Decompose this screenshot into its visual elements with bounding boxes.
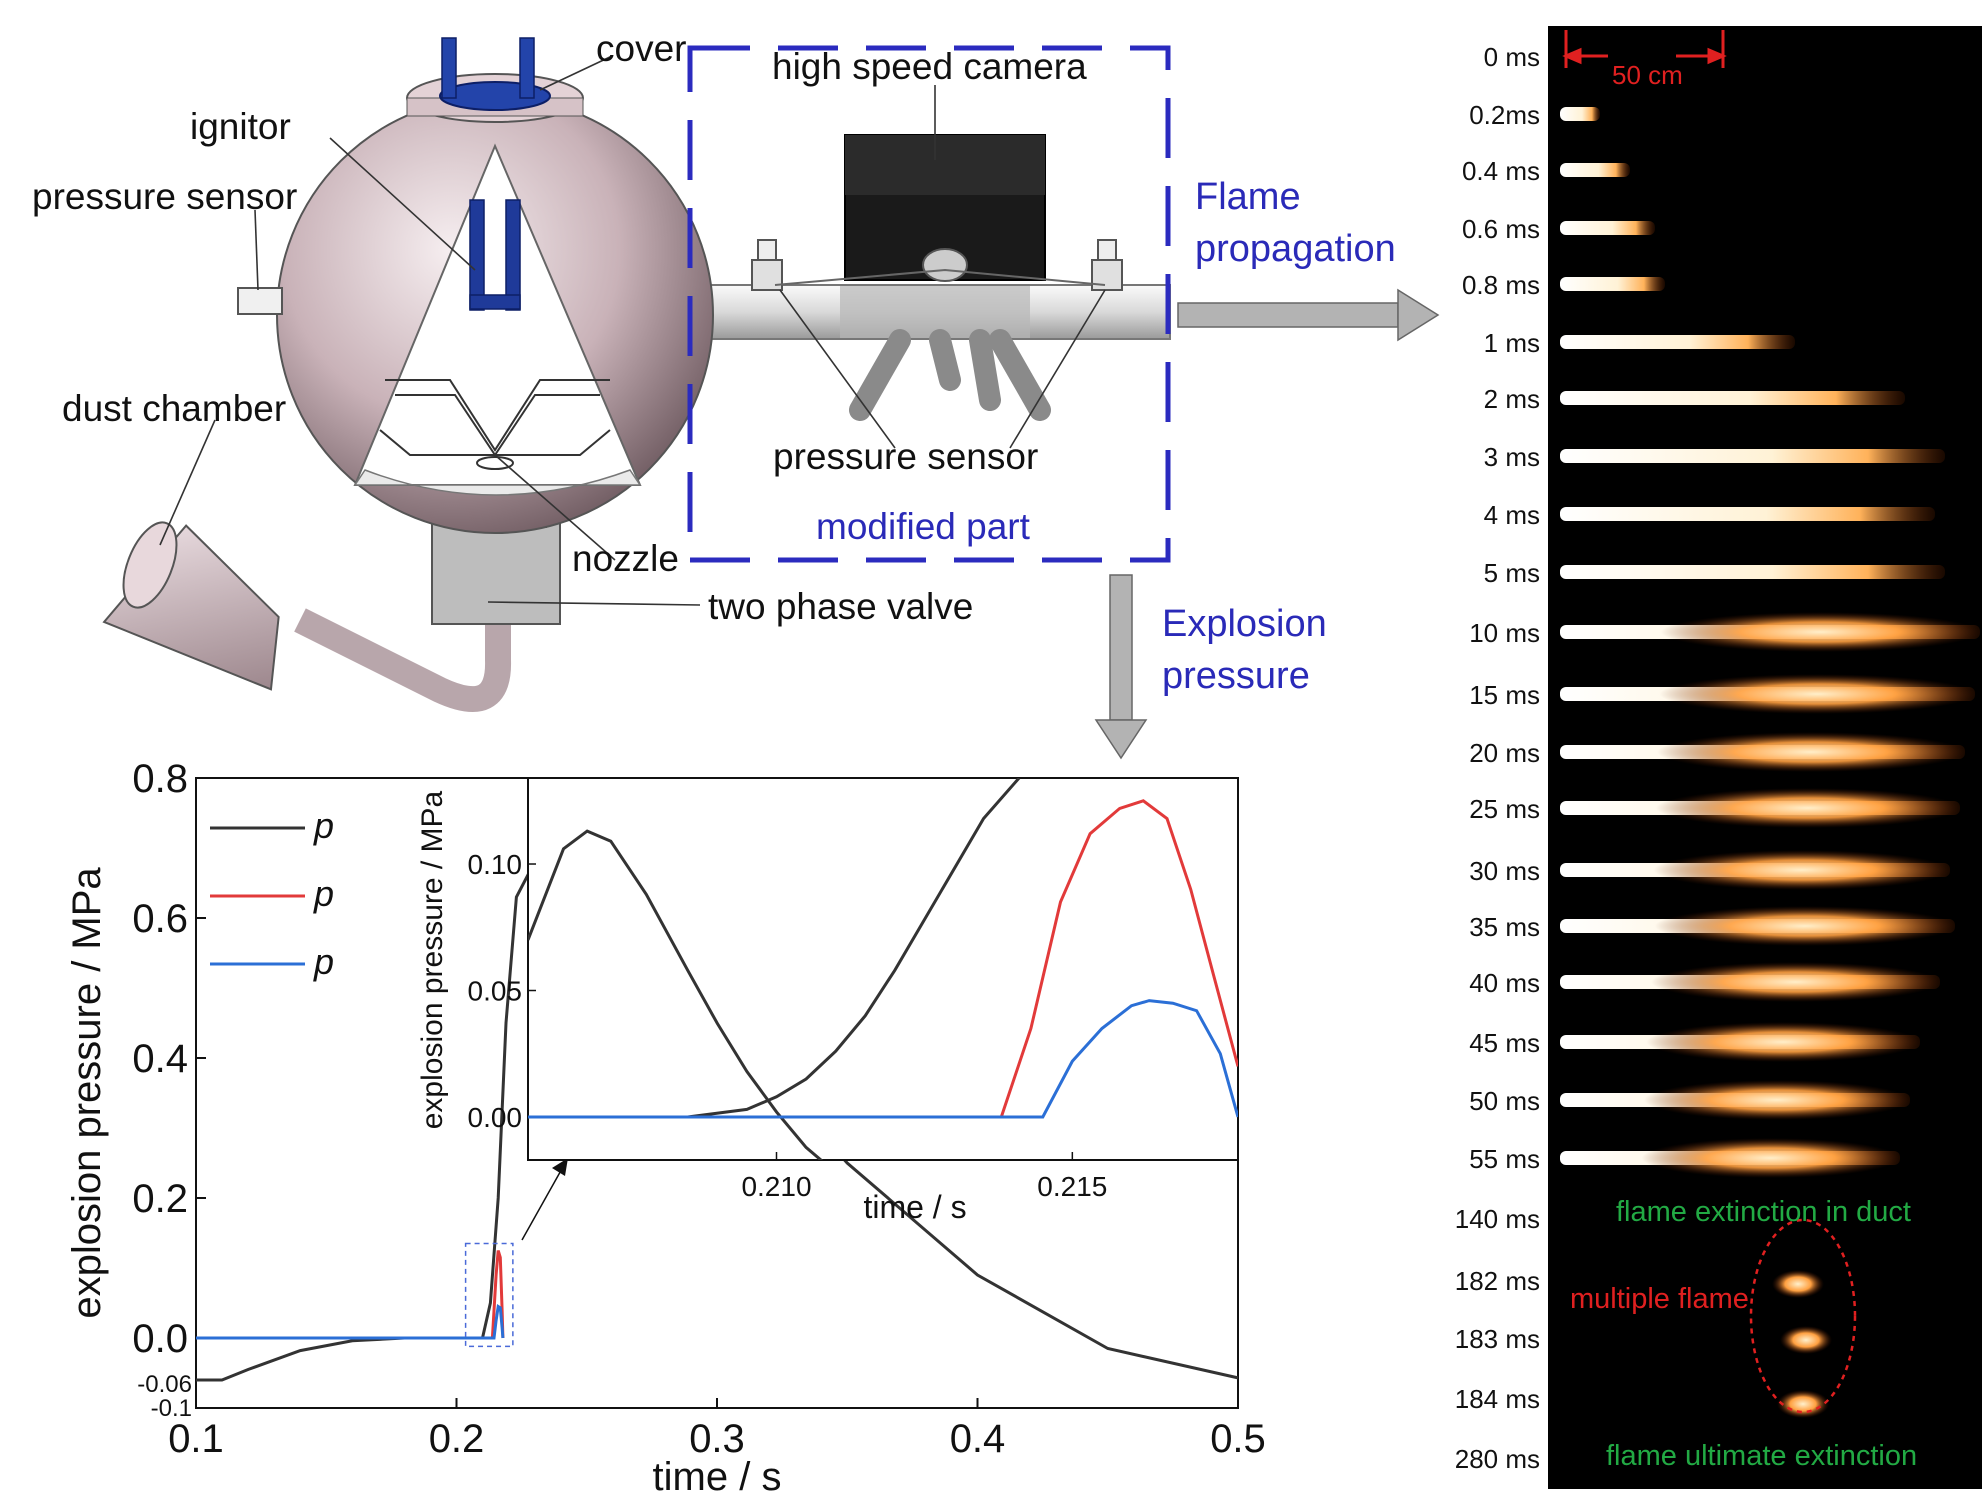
flame-plume bbox=[1656, 788, 1960, 828]
flame-propagation-arrow bbox=[1177, 288, 1440, 342]
flame-blob bbox=[1777, 1390, 1829, 1418]
flame-jet bbox=[1560, 163, 1630, 177]
flame-plume bbox=[1657, 732, 1965, 772]
nozzle-label: nozzle bbox=[572, 538, 679, 579]
flame-jet bbox=[1560, 335, 1795, 349]
flame-blob bbox=[1772, 1270, 1824, 1298]
flame-time-label: 0 ms bbox=[1483, 42, 1540, 72]
flame-jet bbox=[1560, 221, 1655, 235]
modified-part-box bbox=[687, 45, 1171, 563]
ultimate-extinction-note: flame ultimate extinction bbox=[1606, 1440, 1918, 1472]
duct-stand bbox=[849, 329, 1051, 421]
flame-propagation-label-2: propagation bbox=[1195, 228, 1396, 270]
flame-time-label: 4 ms bbox=[1483, 500, 1540, 530]
flame-plume bbox=[1644, 1080, 1910, 1120]
flame-plume bbox=[1653, 850, 1950, 890]
flame-time-label: 182 ms bbox=[1454, 1266, 1540, 1296]
flame-jet bbox=[1560, 565, 1945, 579]
dust-chamber bbox=[102, 521, 280, 691]
duct-pressure-sensor-label: pressure sensor bbox=[773, 436, 1039, 477]
scale-bar bbox=[1562, 30, 1727, 68]
flame-time-label: 280 ms bbox=[1454, 1444, 1540, 1474]
scale-label: 50 cm bbox=[1612, 60, 1683, 90]
flame-time-label: 50 ms bbox=[1469, 1086, 1540, 1116]
flame-time-label: 5 ms bbox=[1483, 558, 1540, 588]
ignitor bbox=[469, 199, 521, 311]
flame-plume bbox=[1660, 612, 1980, 652]
flame-jet bbox=[1560, 277, 1665, 291]
flame-plume bbox=[1651, 962, 1940, 1002]
flame-time-label: 30 ms bbox=[1469, 856, 1540, 886]
flame-time-label: 3 ms bbox=[1483, 442, 1540, 472]
flame-jet bbox=[1560, 107, 1600, 121]
flame-blob bbox=[1780, 1326, 1832, 1354]
flame-time-label: 0.2ms bbox=[1469, 100, 1540, 130]
flame-jet bbox=[1560, 391, 1905, 405]
flame-time-label: 2 ms bbox=[1483, 384, 1540, 414]
flame-time-label: 20 ms bbox=[1469, 738, 1540, 768]
sphere-pressure-sensor bbox=[237, 287, 283, 315]
flame-jet bbox=[1560, 449, 1945, 463]
flame-time-label: 183 ms bbox=[1454, 1324, 1540, 1354]
flame-time-label: 55 ms bbox=[1469, 1144, 1540, 1174]
ignitor-label: ignitor bbox=[190, 106, 291, 147]
flame-plume bbox=[1641, 1138, 1900, 1178]
explosion-pressure-label-1: Explosion bbox=[1162, 603, 1327, 645]
flame-image-strip: 50 cm flame extinction in duct multiple … bbox=[1548, 26, 1982, 1489]
flame-time-label: 140 ms bbox=[1454, 1204, 1540, 1234]
flame-time-label: 10 ms bbox=[1469, 618, 1540, 648]
explosion-pressure-arrow bbox=[1094, 574, 1148, 760]
flame-propagation-label-1: Flame bbox=[1195, 176, 1301, 218]
flame-plume bbox=[1654, 906, 1955, 946]
flame-time-labels: 0 ms 0.2ms 0.4 ms 0.6 ms 0.8 ms 1 ms 2 ms 3 ms 4… bbox=[1420, 0, 1540, 1512]
flame-time-label: 1 ms bbox=[1483, 328, 1540, 358]
multiple-flame-ellipse bbox=[1749, 1218, 1857, 1414]
extinction-duct-note: flame extinction in duct bbox=[1616, 1196, 1911, 1228]
flame-time-label: 35 ms bbox=[1469, 912, 1540, 942]
flame-jet bbox=[1560, 507, 1935, 521]
flame-time-label: 15 ms bbox=[1469, 680, 1540, 710]
flame-plume bbox=[1646, 1022, 1920, 1062]
flame-time-label: 40 ms bbox=[1469, 968, 1540, 998]
flame-time-label: 25 ms bbox=[1469, 794, 1540, 824]
dust-chamber-label: dust chamber bbox=[62, 388, 287, 429]
flame-time-label: 184 ms bbox=[1454, 1384, 1540, 1414]
dust-chamber-pipe bbox=[294, 600, 512, 712]
two-phase-valve bbox=[431, 519, 561, 625]
two-phase-valve-label: two phase valve bbox=[708, 586, 974, 627]
explosion-pressure-label-2: pressure bbox=[1162, 655, 1310, 697]
pressure-sensor-label: pressure sensor bbox=[32, 176, 298, 217]
multiple-flame-note: multiple flame bbox=[1570, 1283, 1749, 1315]
flame-time-label: 0.6 ms bbox=[1461, 214, 1540, 244]
high-speed-camera-label: high speed camera bbox=[772, 46, 1087, 87]
cover-label: cover bbox=[596, 28, 687, 69]
flame-time-label: 0.8 ms bbox=[1461, 270, 1540, 300]
flame-time-label: 45 ms bbox=[1469, 1028, 1540, 1058]
flame-plume bbox=[1659, 674, 1975, 714]
flame-time-label: 0.4 ms bbox=[1461, 156, 1540, 186]
modified-part-label: modified part bbox=[816, 506, 1030, 547]
